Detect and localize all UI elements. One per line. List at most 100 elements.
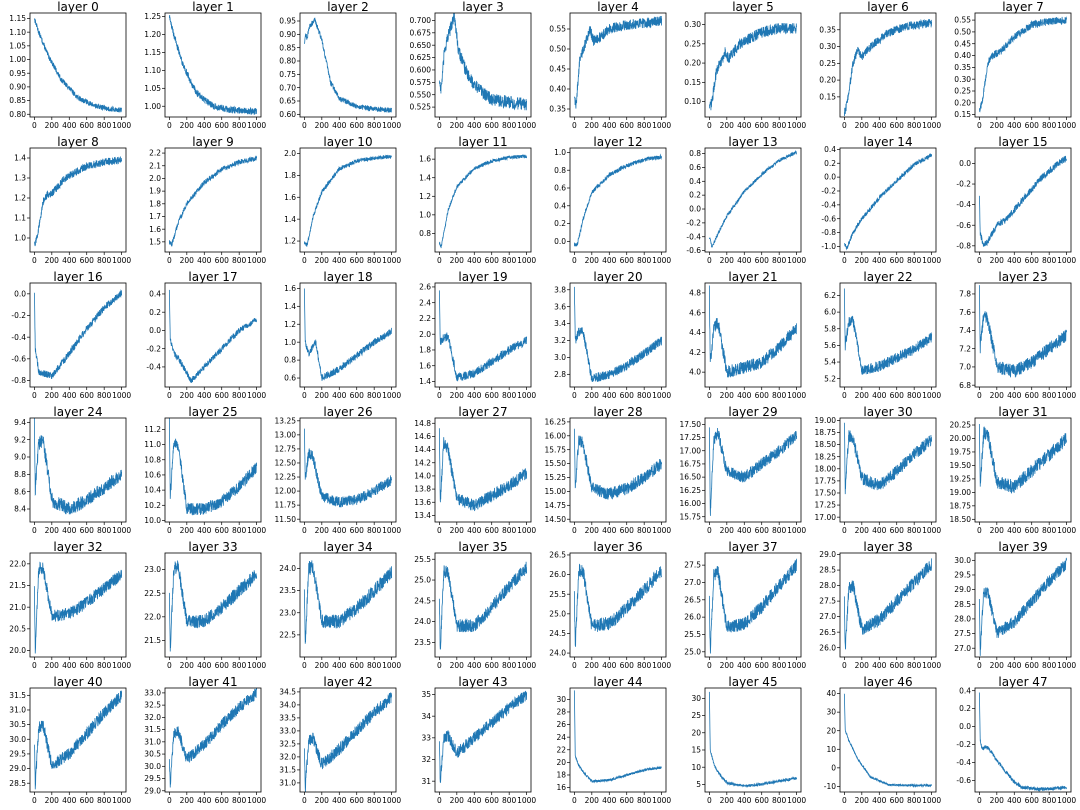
x-tick-label: 600 — [350, 796, 365, 805]
x-tick-label: 200 — [450, 796, 465, 805]
y-tick-label: 1.25 — [144, 12, 161, 21]
x-tick-label: 0 — [437, 391, 442, 400]
axes-frame — [569, 147, 667, 253]
x-tick-label: 400 — [62, 796, 77, 805]
x-tick-label: 200 — [180, 256, 195, 265]
axes-frame — [164, 282, 262, 388]
x-tick-label: 600 — [620, 661, 635, 670]
x-tick-label: 800 — [232, 121, 247, 130]
subplot-title: layer 20 — [593, 270, 642, 284]
x-tick-label: 800 — [367, 661, 382, 670]
axes-frame — [434, 552, 532, 658]
x-tick-label: 400 — [1007, 121, 1022, 130]
series-line — [978, 423, 1067, 494]
subplot-title: layer 0 — [57, 0, 99, 14]
x-tick-label: 800 — [367, 526, 382, 535]
subplot-title: layer 7 — [1002, 0, 1044, 14]
y-tick-label: 29.0 — [9, 764, 26, 773]
y-tick-label: 4.0 — [689, 368, 701, 377]
y-tick-label: 0.85 — [279, 43, 296, 52]
x-tick-label: 800 — [367, 121, 382, 130]
x-tick-label: 600 — [350, 526, 365, 535]
y-tick-label: 26.0 — [684, 613, 701, 622]
x-tick-label: 400 — [872, 796, 887, 805]
y-tick-label: -0.2 — [821, 187, 836, 196]
axes-frame — [434, 687, 532, 793]
subplot-title: layer 47 — [998, 675, 1047, 689]
y-tick-label: -0.2 — [956, 180, 971, 189]
y-tick-label: -0.4 — [821, 200, 836, 209]
y-tick-label: 0.650 — [410, 41, 432, 50]
y-tick-label: 1.6 — [284, 193, 296, 202]
y-tick-label: 34.5 — [279, 688, 296, 697]
x-tick-label: 200 — [45, 796, 60, 805]
subplot-title: layer 27 — [458, 405, 507, 419]
x-tick-label: 200 — [855, 121, 870, 130]
x-tick-label: 1000 — [652, 256, 671, 265]
y-tick-label: 1.2 — [284, 320, 296, 329]
x-tick-label: 1000 — [517, 526, 536, 535]
y-tick-label: 15.75 — [680, 512, 702, 521]
subplot-layer-10: layer 10 1.2 1.4 1.6 1.8 2.0 0 200 400 600 800 1000 — [284, 135, 401, 265]
y-tick-label: 32.0 — [279, 753, 296, 762]
x-tick-label: 200 — [585, 256, 600, 265]
x-tick-label: 600 — [215, 526, 230, 535]
y-tick-label: 30.0 — [144, 762, 161, 771]
x-tick-label: 800 — [637, 256, 652, 265]
x-tick-label: 0 — [572, 526, 577, 535]
series-line — [438, 12, 528, 111]
x-tick-label: 200 — [855, 391, 870, 400]
x-tick-label: 0 — [32, 121, 37, 130]
axes-frame — [569, 687, 667, 793]
x-tick-label: 800 — [502, 526, 517, 535]
subplot-layer-9: layer 9 1.5 1.6 1.7 1.8 1.9 2.0 2.1 2.2 0 200 400 60… — [149, 135, 266, 265]
x-tick-label: 400 — [1007, 661, 1022, 670]
x-tick-label: 400 — [872, 391, 887, 400]
x-tick-label: 800 — [637, 391, 652, 400]
x-tick-label: 600 — [755, 256, 770, 265]
x-tick-label: 800 — [97, 256, 112, 265]
y-tick-label: 17.25 — [815, 501, 837, 510]
x-tick-label: 1000 — [922, 121, 941, 130]
y-tick-label: 12.75 — [275, 445, 297, 454]
y-tick-label: 25.0 — [414, 576, 431, 585]
y-tick-label: 11.0 — [144, 440, 161, 449]
y-tick-label: 1.7 — [149, 212, 161, 221]
series-line — [978, 155, 1068, 247]
x-tick-label: 600 — [485, 256, 500, 265]
y-tick-label: 0.20 — [819, 76, 836, 85]
subplot-title: layer 28 — [593, 405, 642, 419]
series-line — [34, 156, 123, 247]
x-tick-label: 200 — [585, 526, 600, 535]
subplot-title: layer 13 — [728, 135, 777, 149]
axes-frame — [704, 147, 802, 253]
y-tick-label: 0.15 — [954, 110, 971, 119]
y-tick-label: -0.4 — [956, 758, 971, 767]
x-tick-label: 200 — [990, 526, 1005, 535]
subplot-title: layer 25 — [188, 405, 237, 419]
x-tick-label: 1000 — [382, 121, 401, 130]
subplot-layer-13: layer 13 -0.6 -0.4 -0.2 0.0 0.2 0.4 0.6 0.8 0 200 4… — [686, 135, 806, 265]
y-tick-label: 1.6 — [149, 225, 161, 234]
x-tick-label: 600 — [485, 391, 500, 400]
y-tick-label: 1.2 — [14, 194, 26, 203]
axes-frame — [164, 687, 262, 793]
x-tick-label: 1000 — [787, 121, 806, 130]
x-tick-label: 400 — [332, 121, 347, 130]
y-tick-label: 1.5 — [149, 237, 161, 246]
y-tick-label: 1.4 — [419, 173, 431, 182]
x-tick-label: 800 — [502, 391, 517, 400]
y-tick-label: 0.25 — [684, 39, 701, 48]
y-tick-label: -0.2 — [956, 740, 971, 749]
y-tick-label: 27.0 — [819, 612, 836, 621]
x-tick-label: 1000 — [517, 391, 536, 400]
series-line — [303, 560, 393, 644]
y-tick-label: -0.6 — [11, 354, 26, 363]
y-tick-label: -0.8 — [11, 376, 26, 385]
series-line — [438, 428, 528, 512]
y-tick-label: 0.2 — [149, 308, 161, 317]
x-tick-label: 800 — [367, 256, 382, 265]
x-tick-label: 0 — [707, 796, 712, 805]
subplot-layer-45: layer 45 5 10 15 20 25 30 0 200 400 600 800 1000 — [691, 675, 806, 805]
